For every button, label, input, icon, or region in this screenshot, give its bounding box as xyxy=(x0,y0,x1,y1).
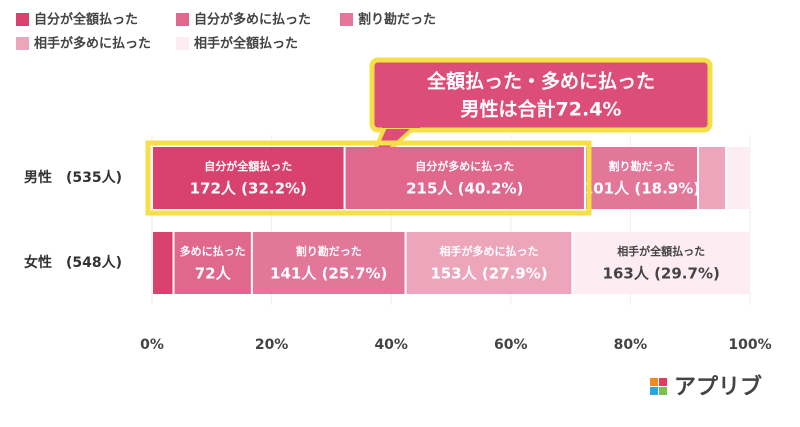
annotation: 男性は合計72.4% xyxy=(461,98,622,121)
x-tick-label: 40% xyxy=(374,337,408,353)
value-label: 163人 (29.7%) xyxy=(603,265,720,283)
value-label: 153人 (27.9%) xyxy=(430,265,547,283)
value-label: 172人 (32.2%) xyxy=(190,180,307,198)
bar-segment xyxy=(153,232,173,294)
segment-name: 割り勘だった xyxy=(608,159,674,173)
highlight-box xyxy=(145,140,592,216)
legend-label: 相手が全額払った xyxy=(194,36,298,52)
segment-name: 割り勘だった xyxy=(296,244,362,258)
legend-swatch xyxy=(176,37,189,50)
legend-swatch xyxy=(16,13,29,26)
segment-name: 自分が全額払った xyxy=(204,159,292,173)
segment-name: 自分が多めに払った xyxy=(415,159,514,173)
x-tick-label: 0% xyxy=(140,337,164,353)
value-label: 215人 (40.2%) xyxy=(406,180,523,198)
category-label: 女性 (548人) xyxy=(24,254,122,271)
logo: アプリブ xyxy=(650,374,762,400)
legend-label: 相手が多めに払った xyxy=(34,36,151,52)
value-label: 72人 xyxy=(195,265,232,283)
category-label: 男性 (535人) xyxy=(24,169,122,186)
x-tick-label: 20% xyxy=(255,337,289,353)
bar-segment xyxy=(585,147,697,209)
legend-label: 割り勘だった xyxy=(358,12,436,28)
annotation: 全額払った・多めに払った xyxy=(426,70,655,93)
legend-swatch xyxy=(176,13,189,26)
bar-segment xyxy=(406,232,572,294)
bar-segment xyxy=(698,147,726,209)
x-tick-label: 60% xyxy=(494,337,528,353)
bar-segment xyxy=(727,147,749,209)
segment-name: 相手が多めに払った xyxy=(439,244,538,258)
logo-text: アプリブ xyxy=(674,374,762,400)
bar-segment xyxy=(345,147,584,209)
bar-segment xyxy=(153,147,344,209)
bar-segment xyxy=(252,232,405,294)
x-tick-label: 100% xyxy=(728,337,771,353)
legend-label: 自分が全額払った xyxy=(34,12,138,28)
segment-name: 相手が全額払った xyxy=(617,244,705,258)
callout: 全額払った・多めに払った 男性は合計72.4% xyxy=(363,57,713,174)
bar-segment xyxy=(573,232,749,294)
value-label: 101人 (18.9%) xyxy=(583,180,700,198)
legend-swatch xyxy=(340,13,353,26)
value-label: 141人 (25.7%) xyxy=(270,265,387,283)
segment-name: 多めに払った xyxy=(180,244,246,258)
bar-segment xyxy=(174,232,251,294)
x-tick-label: 80% xyxy=(614,337,648,353)
legend-swatch xyxy=(16,37,29,50)
legend-label: 自分が多めに払った xyxy=(194,12,311,28)
